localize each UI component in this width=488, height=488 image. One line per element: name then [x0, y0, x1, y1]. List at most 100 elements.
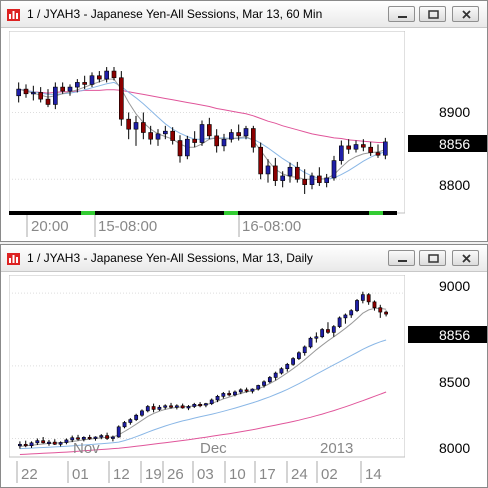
- close-button[interactable]: [452, 250, 479, 266]
- date-label: 17: [259, 466, 276, 483]
- date-label: 19: [145, 466, 162, 483]
- date-label: 14: [365, 466, 382, 483]
- candle-body: [23, 88, 29, 95]
- candle-body: [207, 124, 212, 137]
- candle: [174, 404, 179, 410]
- session-marker: [224, 211, 238, 215]
- candle: [23, 440, 28, 448]
- candle-body: [368, 146, 373, 153]
- chart-window-daily[interactable]: 1 / JYAH3 - Japanese Yen-All Sessions, M…: [0, 244, 488, 488]
- candle-body: [215, 396, 220, 401]
- ma-short-line: [19, 307, 387, 447]
- candle-body: [169, 405, 173, 408]
- candle-body: [308, 337, 313, 348]
- candle: [76, 434, 80, 441]
- grid: [9, 111, 405, 180]
- candle: [273, 371, 278, 381]
- candle: [93, 436, 98, 441]
- candle-body: [209, 399, 214, 404]
- window-title: 1 / JYAH3 - Japanese Yen-All Sessions, M…: [27, 7, 323, 21]
- minimize-button[interactable]: [388, 6, 415, 22]
- maximize-button[interactable]: [419, 250, 446, 266]
- candle-body: [38, 92, 43, 100]
- candle-body: [47, 441, 51, 444]
- window-titlebar[interactable]: 1 / JYAH3 - Japanese Yen-All Sessions, M…: [1, 245, 487, 272]
- candle-body: [317, 175, 322, 183]
- candle-body: [236, 132, 241, 137]
- candle: [353, 140, 359, 153]
- candle-body: [302, 178, 307, 185]
- candle: [126, 112, 131, 140]
- candle: [31, 85, 36, 101]
- candle: [134, 413, 139, 422]
- candle: [67, 84, 73, 96]
- candle: [378, 304, 383, 318]
- candle-body: [89, 75, 95, 85]
- candle: [221, 391, 226, 399]
- candle-body: [267, 377, 272, 383]
- candle-body: [93, 436, 98, 439]
- candle-body: [302, 346, 307, 354]
- price-chart-daily[interactable]: 9000 8856 8500 8000 Nov Dec 2013 22 01 12 1…: [9, 275, 487, 487]
- candle: [104, 67, 109, 83]
- date-label: 24: [291, 466, 308, 483]
- candle-body: [384, 311, 388, 315]
- candle: [41, 437, 46, 444]
- minimize-icon: [398, 260, 407, 262]
- candle: [140, 409, 144, 417]
- date-label: 01: [72, 466, 89, 483]
- candle-body: [16, 88, 21, 97]
- candle: [366, 293, 371, 305]
- candle-body: [186, 406, 191, 409]
- candle-body: [375, 152, 381, 156]
- candle: [177, 135, 183, 163]
- candle: [368, 141, 373, 156]
- date-axis: [9, 459, 405, 485]
- candle: [215, 394, 220, 403]
- candle: [317, 167, 322, 186]
- last-price-marker: [408, 135, 487, 152]
- candle: [302, 169, 307, 194]
- maximize-button[interactable]: [419, 6, 446, 22]
- candle-body: [314, 336, 319, 339]
- candle: [45, 89, 51, 108]
- date-label: 12: [113, 466, 130, 483]
- grid: [9, 292, 405, 439]
- candle-body: [320, 329, 325, 338]
- month-label: Dec: [200, 440, 227, 457]
- candle-body: [29, 442, 34, 447]
- candle: [243, 125, 249, 140]
- candle: [244, 387, 249, 393]
- time-label: 15-08:00: [98, 218, 157, 235]
- window-titlebar[interactable]: 1 / JYAH3 - Japanese Yen-All Sessions, M…: [1, 1, 487, 28]
- candle-body: [60, 86, 65, 92]
- candle: [186, 405, 191, 411]
- candle: [207, 117, 212, 140]
- plot-area: [9, 31, 406, 214]
- candle: [141, 112, 146, 140]
- candle-body: [163, 405, 168, 408]
- candle: [185, 135, 190, 160]
- candle-body: [140, 410, 144, 416]
- candle-body: [221, 138, 227, 147]
- candle-body: [192, 404, 197, 407]
- candle: [258, 142, 263, 180]
- close-button[interactable]: [452, 6, 479, 22]
- candle-body: [243, 128, 249, 137]
- ma-long-line: [19, 391, 387, 455]
- price-chart-60min[interactable]: 8900 8800 8856 20:00 15-08:00 16-08:00: [9, 31, 487, 239]
- candle: [229, 129, 234, 143]
- candle: [265, 159, 271, 183]
- minimize-button[interactable]: [388, 250, 415, 266]
- candle: [192, 131, 197, 148]
- candle-body: [346, 145, 351, 150]
- candle: [192, 402, 197, 408]
- candle: [297, 351, 301, 361]
- chart-window-60min[interactable]: 1 / JYAH3 - Japanese Yen-All Sessions, M…: [0, 0, 488, 242]
- candle-body: [82, 82, 87, 85]
- candle-body: [366, 294, 371, 303]
- candle-body: [126, 118, 131, 130]
- candle-body: [221, 393, 226, 397]
- candle: [204, 402, 208, 408]
- candle: [360, 291, 365, 304]
